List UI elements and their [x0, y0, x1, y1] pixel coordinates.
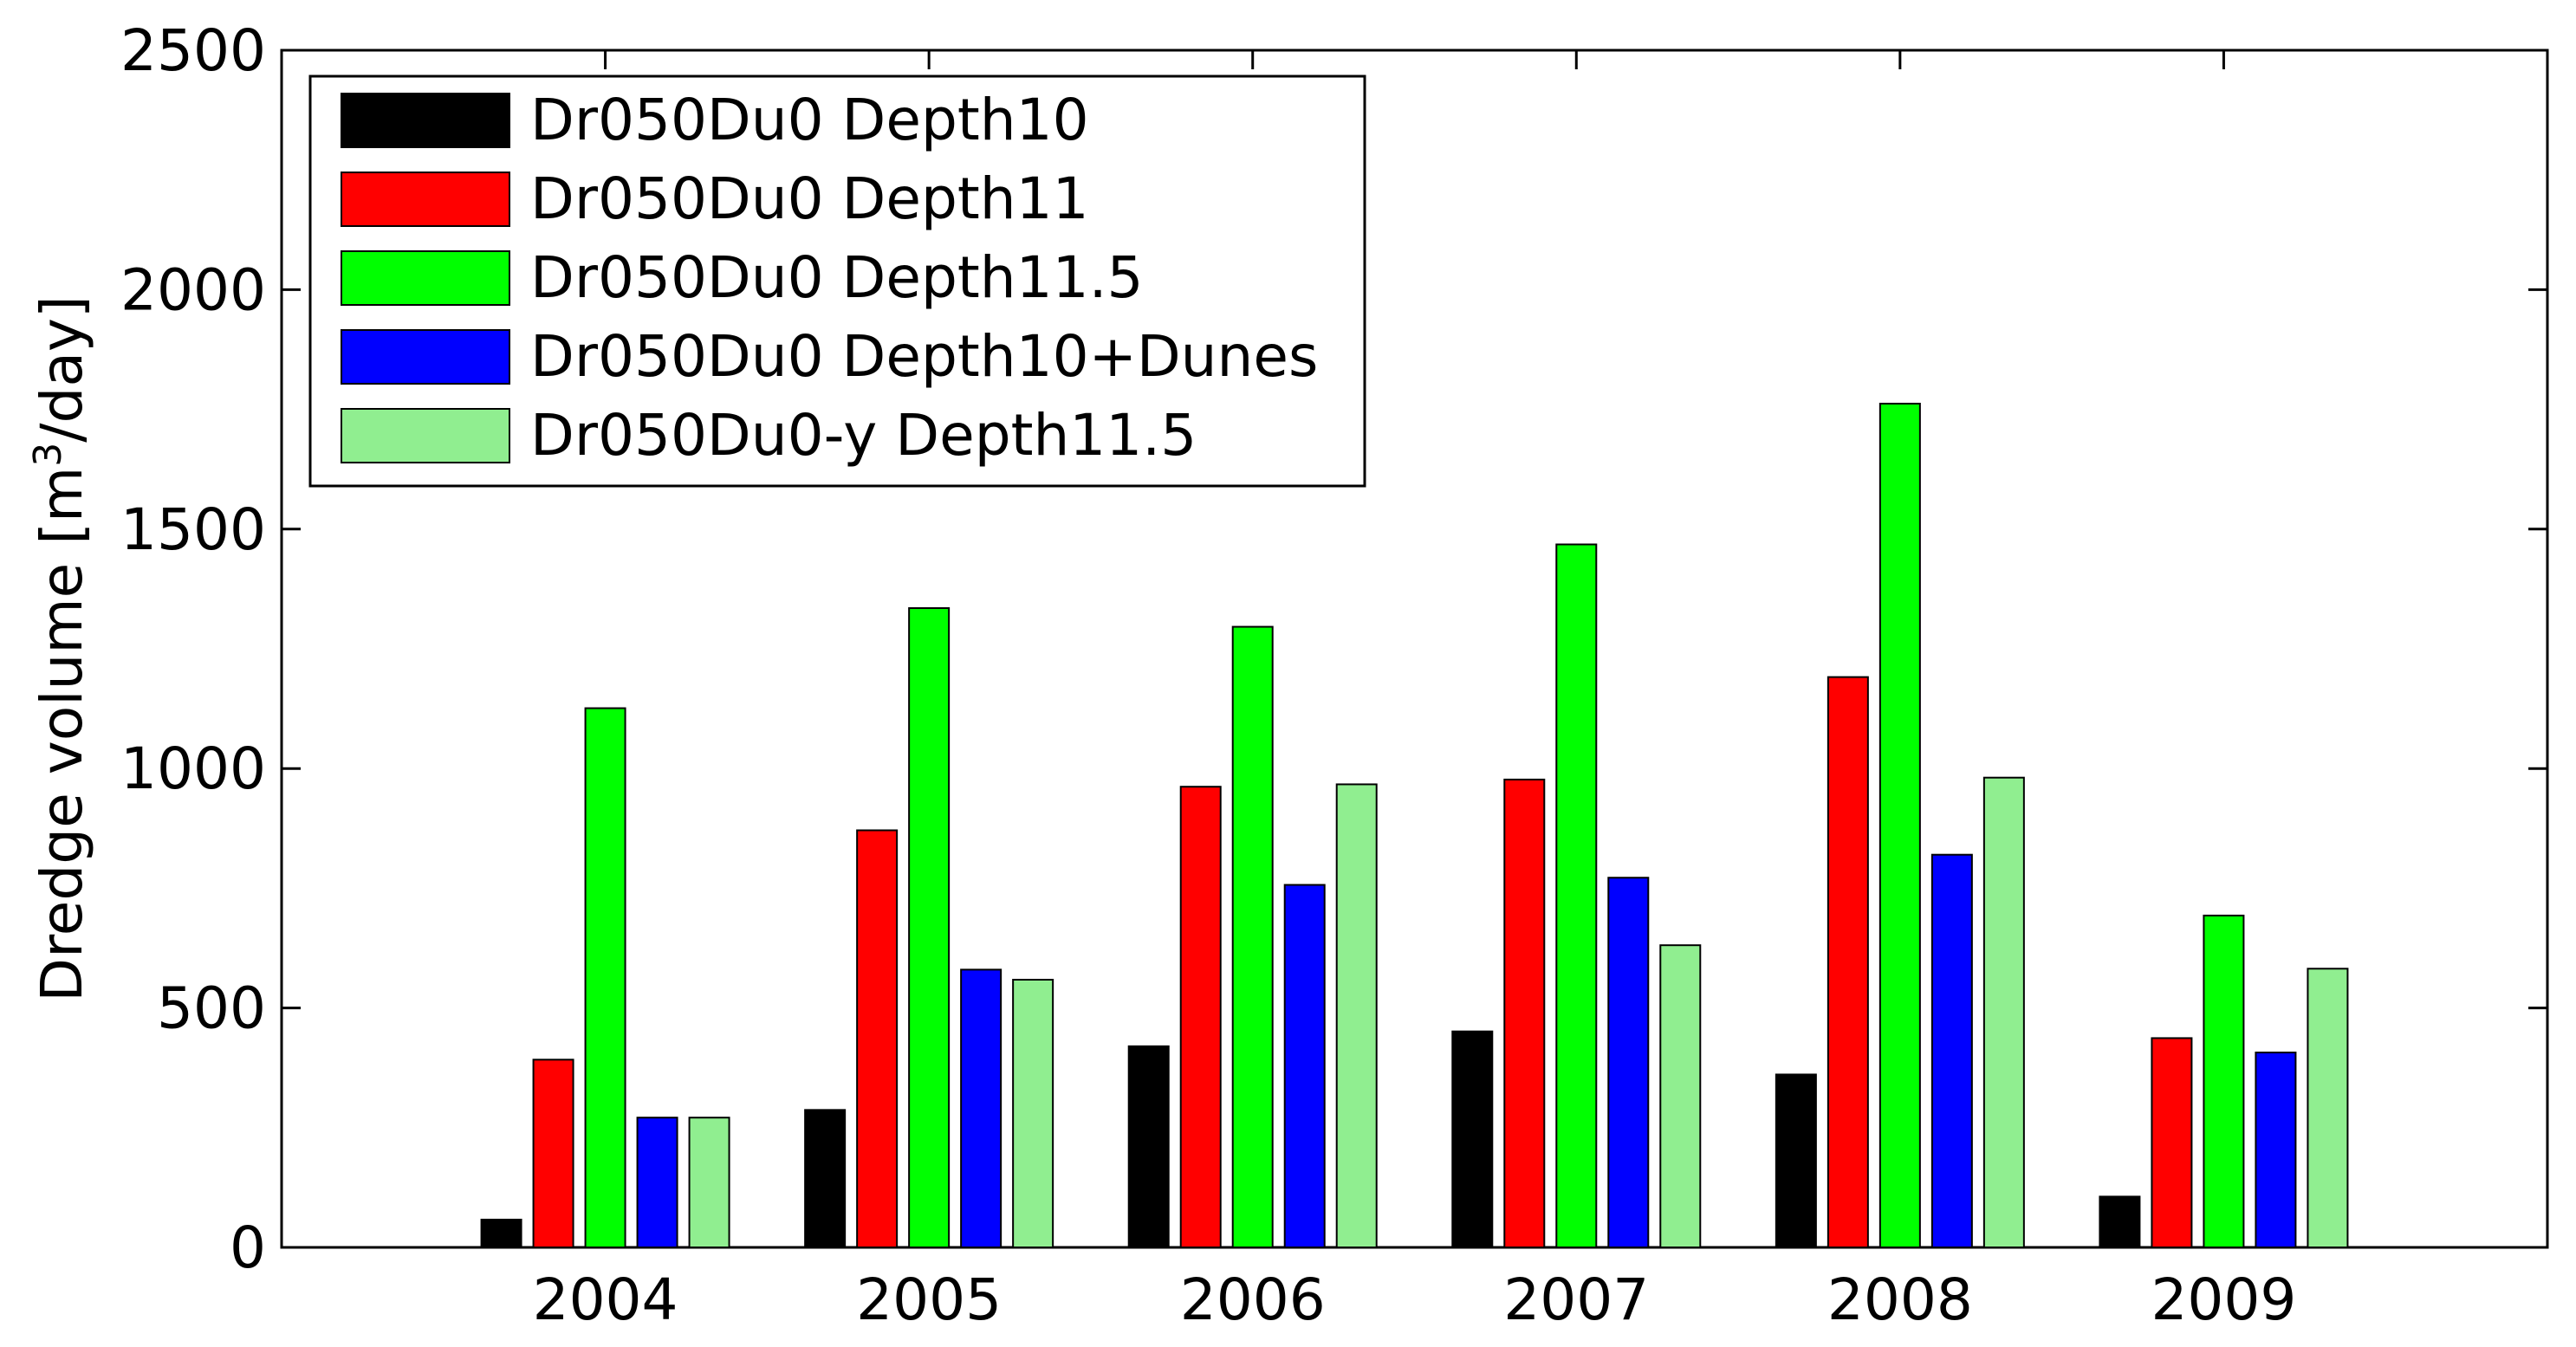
y-tick-labels: 0 500 1000 1500 2000 2500	[120, 17, 266, 1281]
y-tick-label: 1000	[120, 735, 266, 802]
bar-2005-series-1	[804, 1109, 847, 1249]
bar-2007-series-1	[1451, 1030, 1494, 1249]
legend-swatch	[341, 408, 510, 463]
bar-2004-series-1	[480, 1218, 522, 1249]
legend-entries: Dr050Du0 Depth10 Dr050Du0 Depth11 Dr050Du0…	[341, 87, 1318, 469]
bar-2009-series-4	[2255, 1052, 2297, 1248]
y-tick-label: 0	[230, 1214, 266, 1281]
bar-2004-series-3	[584, 707, 626, 1248]
bar-2005-series-5	[1012, 978, 1054, 1248]
bar-2006-series-3	[1231, 625, 1274, 1248]
x-tick-label: 2005	[856, 1266, 1002, 1333]
y-axis-label-tail: /day]	[29, 295, 95, 442]
x-tick-label: 2004	[533, 1266, 678, 1333]
y-tick-label: 2500	[120, 17, 266, 84]
legend-label: Dr050Du0 Depth10+Dunes	[530, 323, 1318, 390]
bar-2009-series-3	[2203, 914, 2245, 1248]
bar-2006-series-4	[1283, 884, 1326, 1248]
legend-label: Dr050Du0-y Depth11.5	[530, 402, 1197, 469]
bars-group	[480, 402, 2349, 1249]
bar-2008-series-3	[1878, 402, 1921, 1249]
bar-2005-series-2	[856, 829, 899, 1249]
x-tick-labels: 2004 2005 2006 2007 2008 2009	[533, 1266, 2297, 1333]
legend-label: Dr050Du0 Depth11.5	[530, 244, 1144, 311]
bar-2006-series-2	[1179, 786, 1222, 1248]
x-tick-label: 2006	[1180, 1266, 1326, 1333]
legend-label: Dr050Du0 Depth10	[530, 87, 1089, 153]
legend: Dr050Du0 Depth10 Dr050Du0 Depth11 Dr050Du0…	[308, 74, 1366, 488]
x-tick-label: 2008	[1827, 1266, 1973, 1333]
bar-2006-series-5	[1335, 783, 1378, 1248]
x-tick-label: 2009	[2151, 1266, 2296, 1333]
bar-2007-series-5	[1659, 944, 1702, 1249]
bar-2008-series-1	[1775, 1073, 1817, 1249]
legend-swatch	[341, 250, 510, 306]
bar-2004-series-4	[636, 1117, 678, 1248]
plot-area-frame	[280, 49, 2549, 1249]
y-tick-label: 500	[157, 975, 266, 1042]
bar-2009-series-5	[2307, 968, 2349, 1248]
bar-2007-series-4	[1607, 877, 1650, 1248]
bar-2008-series-2	[1827, 676, 1869, 1248]
bar-2004-series-2	[532, 1059, 574, 1248]
bar-2007-series-2	[1503, 778, 1546, 1248]
legend-label: Dr050Du0 Depth11	[530, 165, 1089, 232]
y-axis-label: Dredge volume [m3/day]	[26, 295, 95, 1001]
bar-2004-series-5	[688, 1117, 730, 1248]
legend-swatch	[341, 93, 510, 148]
bar-2009-series-1	[2099, 1195, 2141, 1248]
x-tick-label: 2007	[1503, 1266, 1649, 1333]
bar-2005-series-4	[960, 968, 1002, 1248]
legend-swatch	[341, 172, 510, 227]
y-axis-label-main: Dredge volume [m	[29, 467, 95, 1002]
bar-2008-series-4	[1930, 853, 1973, 1248]
y-tick-label: 1500	[120, 496, 266, 563]
y-axis-label-superscript: 3	[26, 443, 70, 467]
bar-2008-series-5	[1982, 776, 2025, 1248]
bar-2006-series-1	[1127, 1045, 1170, 1248]
bar-2005-series-3	[908, 607, 951, 1248]
bar-2007-series-3	[1555, 543, 1598, 1248]
legend-swatch	[341, 329, 510, 385]
bar-2009-series-2	[2151, 1037, 2193, 1248]
y-tick-label: 2000	[120, 256, 266, 323]
